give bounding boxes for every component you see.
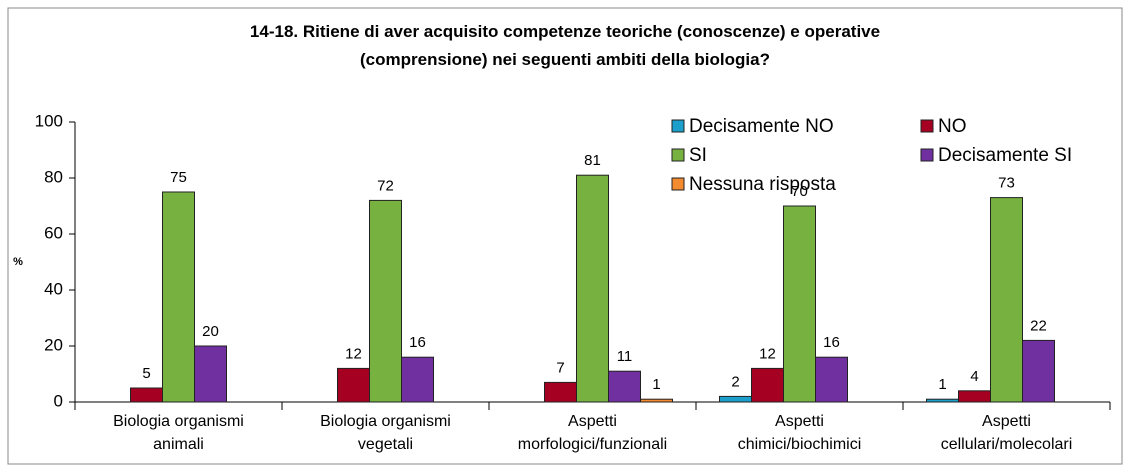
x-tick-label: Biologia organismi animali [113, 413, 244, 453]
legend-swatch [671, 119, 685, 133]
bar [162, 191, 195, 403]
legend-swatch [671, 177, 685, 191]
bar [640, 398, 673, 403]
chart-border [7, 7, 1123, 465]
legend-label: SI [689, 145, 707, 166]
data-label: 73 [998, 175, 1015, 192]
y-tick-label: 0 [54, 391, 63, 410]
data-label: 81 [584, 152, 601, 169]
legend-label: Decisamente SI [938, 145, 1072, 166]
bar [130, 387, 163, 403]
legend-swatch [920, 148, 934, 162]
bar [369, 199, 402, 403]
legend-label: Nessuna risposta [689, 174, 836, 195]
data-label: 70 [791, 183, 808, 200]
y-tick-label: 20 [44, 335, 63, 354]
bar [926, 398, 959, 403]
y-axis-label: % [13, 256, 23, 268]
x-tick-label: Aspetti morfologici/funzionali [517, 413, 668, 453]
data-label: 16 [823, 334, 840, 351]
chart-title: 14-18. Ritiene di aver acquisito compete… [249, 22, 881, 69]
bar [990, 197, 1023, 403]
legend-swatch [671, 148, 685, 162]
y-tick-label: 40 [44, 279, 63, 298]
y-tick-label: 80 [44, 167, 63, 186]
bar [544, 381, 577, 403]
bar [608, 370, 641, 403]
data-label: 4 [970, 368, 978, 385]
bar [751, 367, 784, 403]
bar [1022, 339, 1055, 403]
x-tick-label: Biologia organismi vegetali [320, 413, 451, 453]
data-label: 11 [617, 348, 633, 365]
bar [783, 205, 816, 403]
data-label: 2 [731, 373, 739, 390]
y-tick-label: 100 [35, 111, 63, 130]
bar [958, 390, 991, 403]
data-label: 1 [652, 376, 660, 393]
data-label: 75 [170, 169, 187, 186]
bar [719, 395, 752, 403]
bar [576, 174, 609, 403]
data-label: 12 [345, 345, 362, 362]
y-tick-label: 60 [44, 223, 63, 242]
bar [337, 367, 370, 403]
x-tick-label: Aspetti cellulari/molecolari [940, 413, 1073, 453]
data-label: 20 [202, 323, 219, 340]
data-label: 72 [377, 177, 394, 194]
bar [815, 356, 848, 403]
legend-label: Decisamente NO [689, 116, 834, 137]
data-label: 7 [556, 359, 564, 376]
data-label: 16 [409, 334, 426, 351]
x-tick-label: Aspetti chimici/biochimici [737, 413, 862, 453]
data-label: 22 [1030, 317, 1047, 334]
bar [401, 356, 434, 403]
data-label: 5 [142, 365, 150, 382]
bar [194, 345, 227, 403]
legend-label: NO [938, 116, 967, 137]
data-label: 1 [938, 376, 946, 393]
data-label: 12 [759, 345, 776, 362]
legend-swatch [920, 119, 934, 133]
